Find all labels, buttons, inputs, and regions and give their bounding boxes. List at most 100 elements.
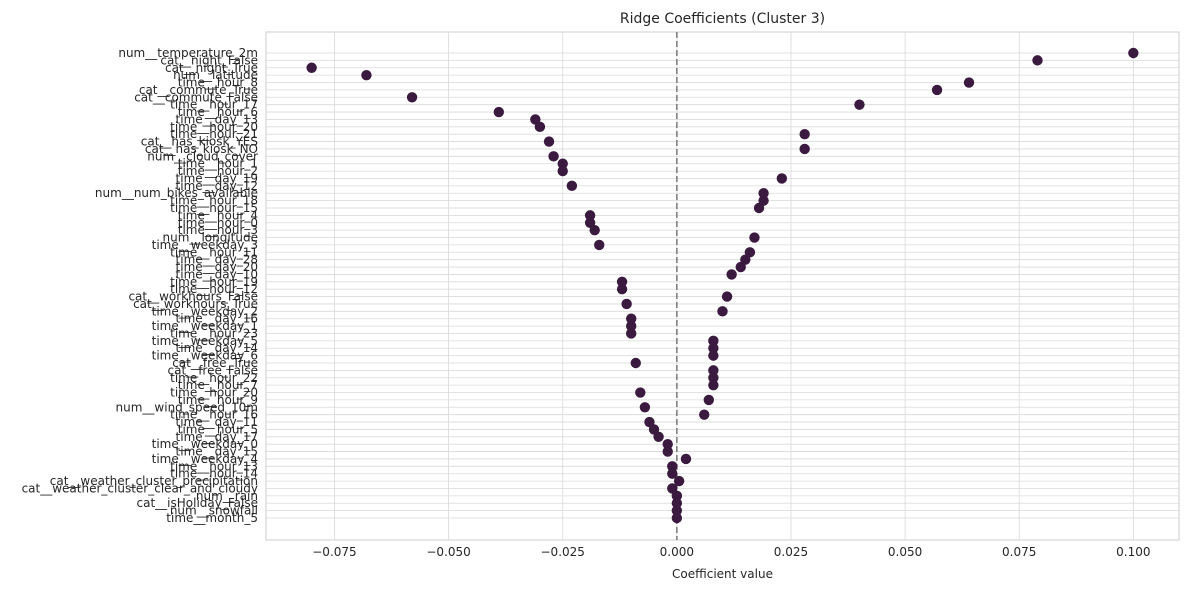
category-label: time__month_5: [166, 511, 258, 525]
point-time-weekday-0: [662, 438, 673, 450]
point-time-hour-15: [753, 202, 765, 214]
category-label: time__weekday_6: [152, 349, 258, 363]
x-tick-label: −0.075: [312, 545, 356, 559]
category-label: cat__night_False: [160, 53, 258, 67]
category-label: time__day_16: [176, 312, 258, 326]
category-label: time__hour_16: [170, 408, 258, 422]
category-label: cat__has_kiosk_NO: [145, 142, 258, 156]
point-cat-workhours-false: [721, 291, 733, 302]
category-label: time__hour_22: [170, 371, 258, 385]
category-label: time__day_17: [176, 430, 258, 444]
point-time-weekday-1: [626, 320, 637, 332]
x-tick-labels: −0.075 −0.050 −0.025 0.000 0.025 0.050 0.075 0.…: [312, 545, 1150, 559]
x-tick-label: 0.025: [774, 545, 808, 559]
category-label: time__hour_18: [170, 194, 258, 208]
category-label: time__day_19: [176, 171, 258, 185]
point-time-hour-14: [667, 468, 678, 479]
point-num-rain: [671, 490, 683, 502]
point-cat-free-false: [708, 365, 719, 376]
category-label: time__weekday_3: [152, 238, 258, 252]
category-label: time__hour_21: [170, 127, 258, 141]
category-label: time__day_14: [176, 341, 258, 355]
category-label: time__day_11: [176, 415, 258, 429]
x-axis-label: Coefficient value: [672, 567, 773, 581]
category-label: time__weekday_4: [152, 452, 258, 466]
category-label: time__hour_5: [178, 422, 258, 436]
point-num-latitude: [361, 69, 372, 81]
point-time-day-17: [653, 431, 664, 443]
point-time-day-16: [626, 313, 637, 324]
point-time-weekday-2: [717, 306, 728, 317]
point-time-day-10: [726, 269, 737, 280]
category-label: num__wind_speed_10m: [116, 400, 258, 414]
category-label: cat__workhours_False: [128, 290, 258, 304]
point-cat-free-true: [630, 357, 641, 369]
category-label: cat__free_False: [168, 363, 258, 377]
point-time-hour-16: [699, 409, 710, 420]
points: [306, 47, 1139, 524]
point-num-temperature-2m: [1128, 47, 1139, 59]
point-time-hour-17: [854, 99, 865, 110]
point-time-weekday-6: [708, 350, 719, 361]
category-label: cat__isHoliday_False: [137, 496, 258, 510]
category-label: time__hour_3: [178, 223, 258, 237]
point-cat-workhours-true: [621, 298, 632, 310]
category-label: time__hour_17: [170, 98, 258, 112]
category-label: time__hour_20: [170, 120, 258, 134]
point-cat-isholiday-false: [671, 498, 683, 509]
point-time-day-19: [776, 173, 788, 184]
point-time-hour-12: [616, 283, 628, 295]
category-label: time__hour_20: [170, 386, 258, 400]
chart-title: Ridge Coefficients (Cluster 3): [620, 11, 825, 27]
x-tick-label: −0.050: [426, 545, 470, 559]
category-label: num__temperature_2m: [118, 46, 258, 60]
x-tick-label: −0.025: [541, 545, 585, 559]
point-time-weekday-3: [594, 239, 605, 251]
category-label: time__hour_13: [170, 459, 258, 473]
category-label: num__snowfall: [170, 504, 258, 518]
point-time-hour-6: [493, 106, 505, 118]
point-time-hour-22: [708, 372, 719, 383]
category-label: time__hour_12: [170, 282, 258, 296]
category-label: time__day_10: [176, 267, 258, 281]
category-label: time__hour_2: [178, 164, 258, 178]
point-time-hour-4: [584, 210, 596, 221]
category-label: cat__workhours_True: [133, 297, 258, 311]
point-time-hour-1: [557, 158, 568, 169]
category-labels: num__temperature_2mcat__night_Falsecat__…: [22, 46, 258, 525]
category-label: time__weekday_1: [152, 319, 258, 333]
category-label: cat__has_kiosk_YES: [141, 135, 258, 149]
point-time-hour-20: [534, 121, 546, 133]
category-label: cat__weather_cluster_clear_and_cloudy: [22, 481, 258, 495]
point-time-hour-21: [799, 128, 810, 140]
point-time-hour-3: [589, 224, 600, 236]
category-label: time__weekday_5: [152, 334, 258, 348]
point-time-hour-9: [703, 394, 715, 406]
x-tick-label: 0.075: [1002, 545, 1036, 559]
point-time-day-15: [662, 446, 673, 457]
point-time-hour-8: [963, 77, 975, 88]
point-cat-has-kiosk-no: [799, 143, 810, 155]
category-label: num__num_bikes_available: [95, 186, 258, 200]
category-label: time__hour_4: [178, 208, 258, 222]
point-cat-night-true: [306, 62, 317, 73]
category-label: cat__night_True: [165, 61, 258, 75]
category-label: time__hour_15: [170, 201, 258, 215]
category-label: time__day_15: [176, 445, 258, 459]
grid: [266, 32, 1179, 540]
point-cat-night-false: [1032, 55, 1043, 66]
category-label: num__longitude: [163, 231, 258, 245]
category-label: time__weekday_0: [152, 437, 258, 451]
category-label: time__hour_11: [170, 245, 258, 259]
category-label: time__hour_23: [170, 326, 258, 340]
point-cat-commute-false: [406, 92, 418, 103]
x-tick-label: 0.100: [1116, 545, 1150, 559]
point-time-hour-19: [616, 276, 628, 288]
point-time-day-12: [566, 180, 578, 192]
point-cat-has-kiosk-yes: [543, 136, 555, 147]
plot-area: [265, 31, 1180, 541]
point-time-month-5: [671, 512, 683, 524]
category-label: time__hour_8: [178, 76, 258, 90]
point-time-hour-2: [557, 165, 568, 177]
